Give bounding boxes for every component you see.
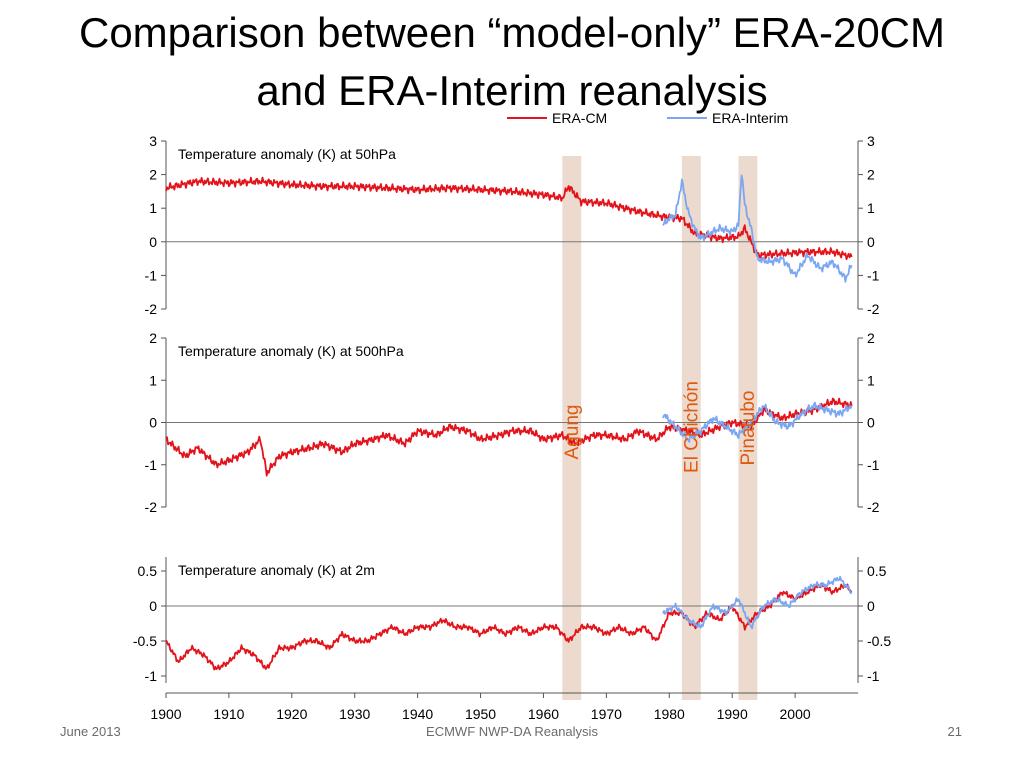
series-line-era-cm <box>165 176 853 261</box>
chart-panel-0: -2 -2 -1 -1 0 0 1 1 2 2 3 3 Temperature anomaly (K) … <box>145 133 880 317</box>
x-tick-label: 1950 <box>465 706 496 722</box>
x-tick-label: 1910 <box>213 706 244 722</box>
x-tick-label: 2000 <box>780 706 811 722</box>
y-tick-label-left: 0 <box>149 234 157 250</box>
y-tick-label-right: 0 <box>867 598 875 614</box>
series-line-era-cm <box>165 582 853 671</box>
slide-title: Comparison between “model-only” ERA-20CM… <box>0 4 1024 120</box>
panel-title: Temperature anomaly (K) at 500hPa <box>178 343 404 359</box>
eruption-label-1: El Chichón <box>681 381 702 473</box>
chart-panel-2: -1 -1 -0.5 -0.5 0 0 0.5 0.5 Temperature anomaly … <box>133 557 891 722</box>
x-tick-label: 1960 <box>528 706 559 722</box>
series-line-era-interim <box>662 401 853 443</box>
y-tick-label-left: -2 <box>145 499 158 515</box>
panel-title: Temperature anomaly (K) at 50hPa <box>178 146 396 162</box>
chart-panel-1: -2 -2 -1 -1 0 0 1 1 2 2 Temperature anomaly (K) at… <box>145 330 880 515</box>
series-line-era-interim <box>662 575 853 630</box>
y-tick-label-left: 2 <box>149 330 157 346</box>
y-tick-label-right: 3 <box>867 133 875 149</box>
x-tick-label: 1970 <box>591 706 622 722</box>
y-tick-label-left: -1 <box>145 457 158 473</box>
y-tick-label-right: 2 <box>867 167 875 183</box>
series-line-era-interim <box>662 174 853 283</box>
footer-organization: ECMWF NWP-DA Reanalysis <box>426 724 598 739</box>
y-tick-label-left: 1 <box>149 200 157 216</box>
title-line-2: and ERA-Interim reanalysis <box>256 67 768 114</box>
y-tick-label-left: 2 <box>149 167 157 183</box>
footer-date: June 2013 <box>60 724 121 739</box>
y-tick-label-right: 0 <box>867 234 875 250</box>
y-tick-label-left: -1 <box>145 668 158 684</box>
y-tick-label-left: -0.5 <box>133 633 157 649</box>
y-tick-label-right: -1 <box>867 668 880 684</box>
x-tick-label: 1900 <box>150 706 181 722</box>
y-tick-label-left: 3 <box>149 133 157 149</box>
y-tick-label-right: 2 <box>867 330 875 346</box>
y-tick-label-right: 1 <box>867 200 875 216</box>
y-tick-label-left: -2 <box>145 301 158 317</box>
y-tick-label-right: -0.5 <box>867 633 891 649</box>
x-tick-label: 1980 <box>654 706 685 722</box>
y-tick-label-left: 1 <box>149 372 157 388</box>
x-tick-label: 1940 <box>402 706 433 722</box>
eruption-label-0: Agung <box>562 405 583 460</box>
y-tick-label-right: 1 <box>867 372 875 388</box>
series-line-era-cm <box>165 397 853 477</box>
panel-title: Temperature anomaly (K) at 2m <box>178 562 375 578</box>
eruption-band-0 <box>562 156 582 700</box>
x-tick-label: 1930 <box>339 706 370 722</box>
y-tick-label-left: -1 <box>145 267 158 283</box>
x-tick-label: 1990 <box>717 706 748 722</box>
y-tick-label-right: -1 <box>867 457 880 473</box>
y-tick-label-left: 0.5 <box>138 563 158 579</box>
y-tick-label-right: -2 <box>867 499 880 515</box>
slide-number: 21 <box>947 724 962 739</box>
y-tick-label-left: 0 <box>149 415 157 431</box>
y-tick-label-right: -2 <box>867 301 880 317</box>
y-tick-label-right: -1 <box>867 267 880 283</box>
eruption-band-1 <box>681 156 701 700</box>
y-tick-label-left: 0 <box>149 598 157 614</box>
y-tick-label-right: 0.5 <box>867 563 887 579</box>
title-line-1: Comparison between “model-only” ERA-20CM <box>78 9 945 56</box>
x-tick-label: 1920 <box>276 706 307 722</box>
legend-label-0: ERA-CM <box>552 110 607 126</box>
y-tick-label-right: 0 <box>867 415 875 431</box>
legend-label-1: ERA-Interim <box>712 110 788 126</box>
eruption-label-2: Pinatubo <box>738 390 759 465</box>
